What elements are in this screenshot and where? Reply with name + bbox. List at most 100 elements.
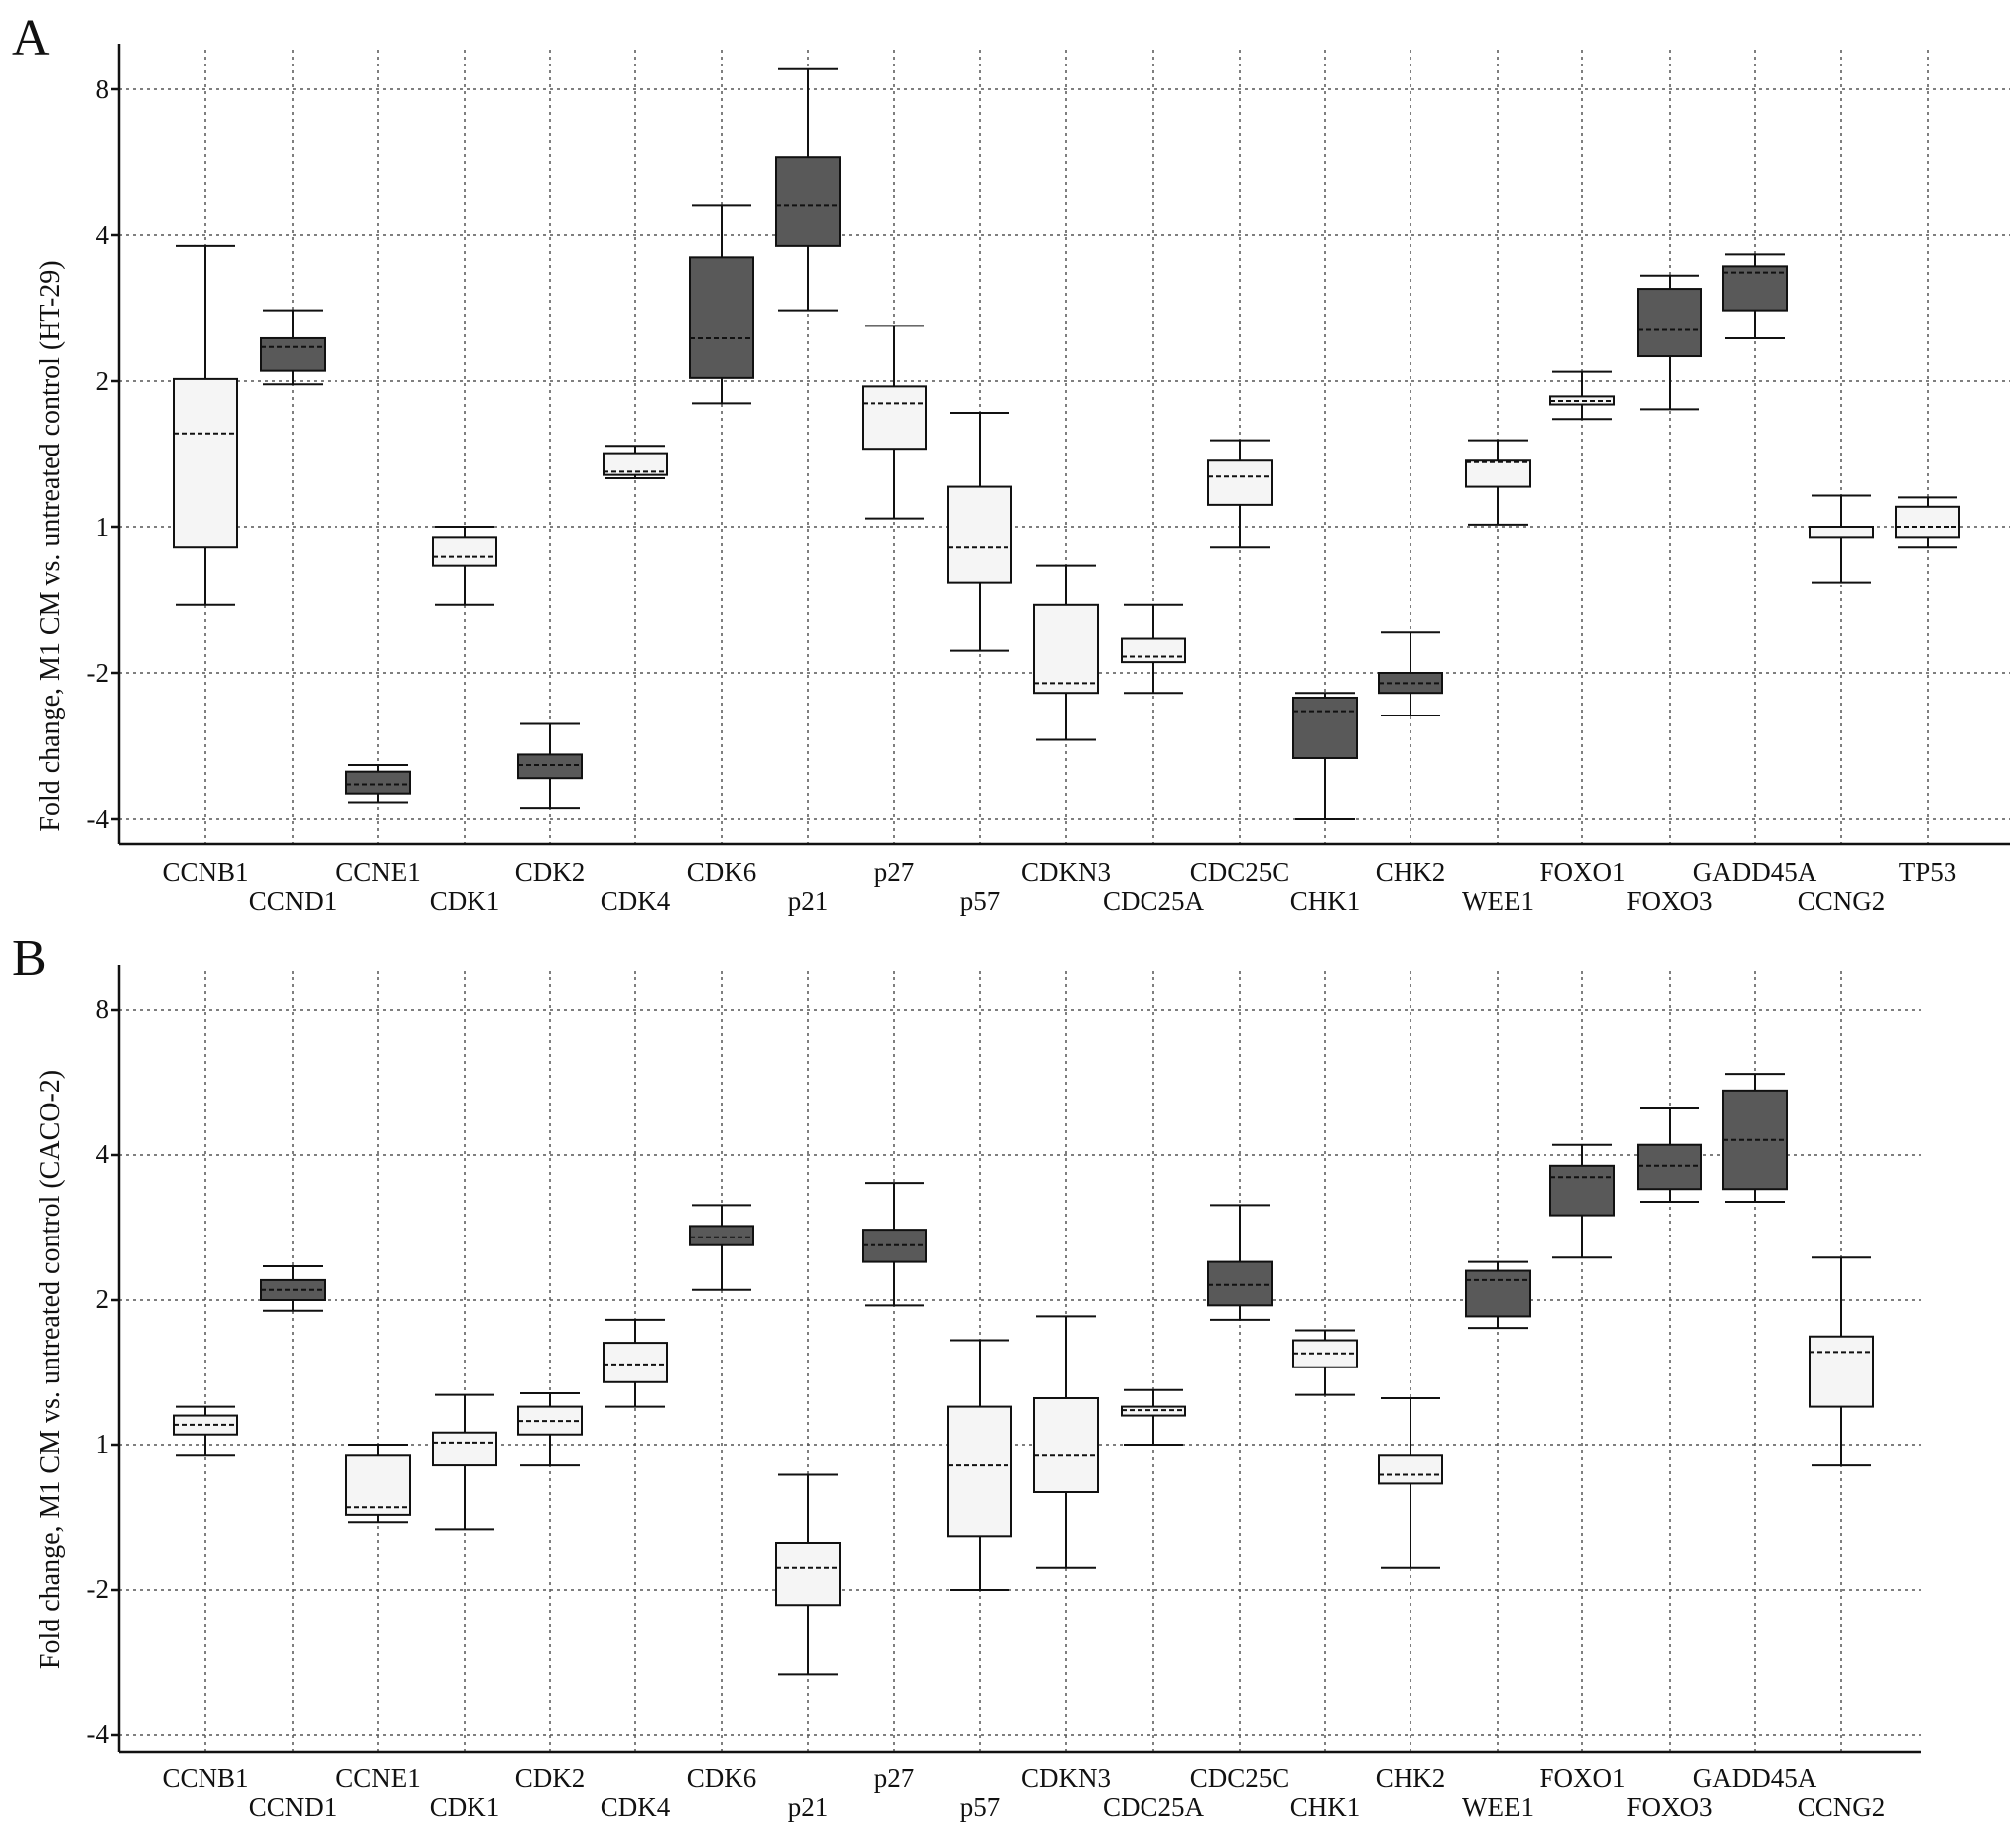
category-label: CDK2 [515, 857, 586, 887]
y-tick-label: 8 [96, 74, 110, 104]
box-body [1549, 1164, 1615, 1217]
category-label: CCNB1 [162, 1763, 248, 1793]
box-cdkn3 [1033, 1315, 1099, 1569]
box-body [1033, 603, 1099, 695]
box-p21 [775, 67, 841, 312]
panel-letter-a: A [12, 10, 50, 66]
category-label: CDC25C [1190, 1763, 1290, 1793]
y-tick-label: -4 [87, 1719, 110, 1749]
y-tick-label: 2 [96, 1284, 110, 1314]
category-label: p57 [960, 1792, 1001, 1822]
y-tick-label: -4 [87, 804, 110, 834]
box-cdc25a [1121, 1388, 1186, 1446]
box-body [947, 485, 1012, 584]
box-wee1 [1465, 1260, 1531, 1330]
box-body [432, 1431, 497, 1467]
box-body [1809, 1335, 1874, 1408]
box-body [1207, 1260, 1273, 1307]
box-body [1465, 1269, 1531, 1318]
category-label: CDK6 [687, 1763, 757, 1793]
box-body [173, 377, 238, 549]
box-p57 [947, 1339, 1012, 1591]
box-body [1465, 459, 1531, 488]
box-chk2 [1378, 1396, 1443, 1569]
box-ccnd1 [260, 1265, 326, 1312]
box-body [603, 452, 668, 476]
box-body [1722, 265, 1788, 312]
category-label: CHK1 [1290, 886, 1361, 916]
category-label: CDK2 [515, 1763, 586, 1793]
box-gadd45a [1722, 253, 1788, 339]
category-label: TP53 [1899, 857, 1957, 887]
box-body [517, 753, 583, 780]
panel-a: A Fold change, M1 CM vs. untreated contr… [12, 10, 2010, 916]
box-body [689, 1225, 754, 1246]
box-chk1 [1292, 1329, 1358, 1396]
box-p27 [862, 1182, 927, 1307]
category-label: CHK2 [1376, 1763, 1446, 1793]
y-tick-label: -2 [87, 1574, 110, 1604]
category-label: GADD45A [1693, 857, 1817, 887]
box-ccnd1 [260, 309, 326, 386]
box-ccng2 [1809, 1256, 1874, 1467]
category-label: CCND1 [249, 886, 337, 916]
box-cdk6 [689, 204, 754, 405]
box-body [1033, 1396, 1099, 1494]
category-label: p27 [874, 857, 915, 887]
y-axis-label-a: Fold change, M1 CM vs. untreated control… [35, 260, 66, 831]
category-label: FOXO3 [1626, 1792, 1712, 1822]
box-foxo3 [1637, 274, 1702, 411]
box-body [775, 1541, 841, 1607]
category-label: CDKN3 [1021, 857, 1111, 887]
category-label: WEE1 [1462, 1792, 1534, 1822]
box-body [1292, 696, 1358, 759]
box-cdc25a [1121, 603, 1186, 695]
box-body [1637, 1143, 1702, 1191]
box-ccnb1 [173, 244, 238, 606]
category-label: CDC25C [1190, 857, 1290, 887]
box-body [260, 336, 326, 372]
category-label: CCNB1 [162, 857, 248, 887]
y-tick-label: 1 [96, 512, 110, 542]
box-body [345, 770, 411, 795]
box-body [1378, 1454, 1443, 1485]
box-wee1 [1465, 439, 1531, 526]
box-body [345, 1454, 411, 1516]
category-label: CDK4 [601, 886, 671, 916]
category-label: CDKN3 [1021, 1763, 1111, 1793]
box-ccne1 [345, 1444, 411, 1524]
box-ccnb1 [173, 1405, 238, 1457]
box-foxo3 [1637, 1107, 1702, 1204]
box-body [1637, 288, 1702, 358]
box-cdk1 [432, 1393, 497, 1531]
category-label: GADD45A [1693, 1763, 1817, 1793]
category-label: CCNG2 [1798, 886, 1886, 916]
y-tick-label: 4 [96, 1139, 110, 1169]
box-body [862, 385, 927, 451]
y-tick-label: 2 [96, 366, 110, 396]
category-label: CDC25A [1103, 886, 1205, 916]
category-label: p21 [788, 1792, 829, 1822]
y-tick-label: 4 [96, 220, 110, 250]
box-ccng2 [1809, 494, 1874, 584]
box-cdkn3 [1033, 564, 1099, 741]
category-label: p21 [788, 886, 829, 916]
category-label: FOXO1 [1539, 1763, 1625, 1793]
panel-letter-b: B [12, 930, 47, 986]
category-label: CDK1 [430, 1792, 500, 1822]
box-cdc25c [1207, 1204, 1273, 1321]
category-label: CCNE1 [336, 857, 421, 887]
box-cdk2 [517, 722, 583, 810]
box-foxo1 [1549, 1143, 1615, 1259]
y-axis-label-b: Fold change, M1 CM vs. untreated control… [35, 1070, 66, 1669]
box-gadd45a [1722, 1073, 1788, 1204]
box-cdk6 [689, 1204, 754, 1291]
category-label: CDK1 [430, 886, 500, 916]
category-label: CDC25A [1103, 1792, 1205, 1822]
box-body [689, 256, 754, 379]
box-ccne1 [345, 763, 411, 804]
category-label: CCNG2 [1798, 1792, 1886, 1822]
